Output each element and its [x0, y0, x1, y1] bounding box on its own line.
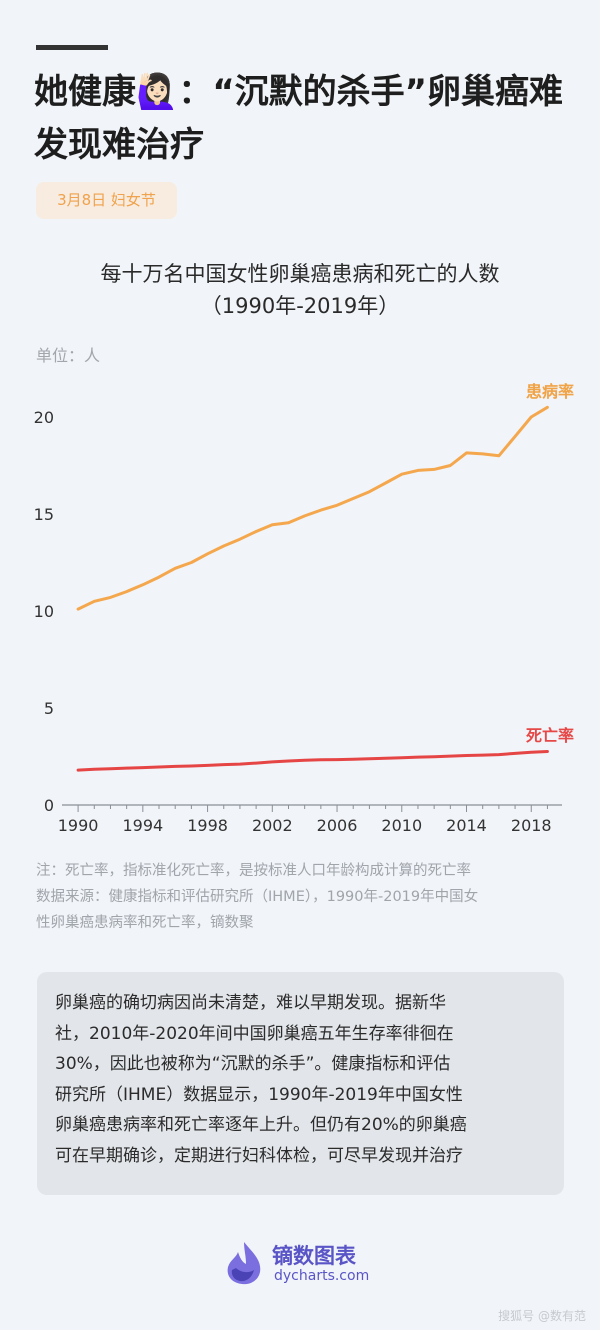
- top-rule: [36, 45, 108, 50]
- credit-watermark: 搜狐号 @数有范: [498, 1309, 586, 1323]
- x-tick-label: 2006: [317, 816, 358, 835]
- summary-line: 可在早期确诊，定期进行妇科体检，可尽早发现并治疗: [55, 1145, 463, 1166]
- chart-title-line1: 每十万名中国女性卵巢癌患病和死亡的人数: [100, 262, 500, 286]
- logo-text-en: dycharts.com: [274, 1268, 370, 1284]
- headline: 她健康🙋🏻‍♀️：“沉默的杀手”卵巢癌难发现难治疗: [34, 72, 564, 165]
- x-tick-label: 1998: [187, 816, 228, 835]
- summary-line: 卵巢癌的确切病因尚未清楚，难以早期发现。据新华: [55, 993, 446, 1013]
- brand-logo: 镝数图表 dycharts.com: [222, 1238, 392, 1288]
- legend-mortality: 死亡率: [526, 726, 575, 745]
- chart-title: 每十万名中国女性卵巢癌患病和死亡的人数 （1990年-2019年）: [0, 258, 600, 322]
- x-tick-label: 2002: [252, 816, 293, 835]
- legend-incidence: 患病率: [526, 382, 575, 401]
- y-tick-label: 20: [34, 408, 54, 427]
- summary-box: 卵巢癌的确切病因尚未清楚，难以早期发现。据新华 社，2010年-2020年间中国…: [37, 972, 564, 1195]
- tag-womens-day: 3月8日 妇女节: [36, 182, 177, 219]
- summary-line: 研究所（IHME）数据显示，1990年-2019年中国女性: [55, 1084, 463, 1105]
- summary-line: 30%，因此也被称为“沉默的杀手”。健康指标和评估: [55, 1054, 451, 1074]
- chart-notes: 注：死亡率，指标准化死亡率，是按标准人口年龄构成计算的死亡率 数据来源：健康指标…: [36, 858, 571, 936]
- x-tick-label: 2010: [381, 816, 422, 835]
- series-lines: [76, 405, 549, 772]
- series-line-mortality: [76, 750, 549, 772]
- x-tick-label: 1994: [122, 816, 163, 835]
- logo-text-cn: 镝数图表: [272, 1244, 356, 1268]
- series-line-incidence: [76, 405, 549, 611]
- flame-logo-icon: [227, 1242, 261, 1285]
- summary-line: 卵巢癌患病率和死亡率逐年上升。但仍有20%的卵巢癌: [55, 1115, 467, 1135]
- y-tick-label: 0: [44, 796, 54, 815]
- x-tick-label: 2014: [446, 816, 487, 835]
- note-source: 数据来源：健康指标和评估研究所（IHME），1990年-2019年中国女: [36, 889, 479, 905]
- x-tick-label: 2018: [511, 816, 552, 835]
- note-source-cont: 性卵巢癌患病率和死亡率，镝数聚: [36, 915, 254, 931]
- summary-line: 社，2010年-2020年间中国卵巢癌五年生存率徘徊在: [55, 1023, 454, 1044]
- y-tick-label: 5: [44, 699, 54, 718]
- x-tick-label: 1990: [58, 816, 99, 835]
- y-tick-label: 10: [34, 602, 54, 621]
- y-tick-label: 15: [34, 505, 54, 524]
- y-axis-ticks: 0 5 10 15 20: [34, 408, 54, 815]
- note-definition: 注：死亡率，指标准化死亡率，是按标准人口年龄构成计算的死亡率: [36, 863, 471, 879]
- chart-title-line2: （1990年-2019年）: [200, 294, 400, 318]
- line-chart: 0 5 10 15 20 1990 1994 1998 2002 2006 2010 2014 201…: [34, 405, 562, 835]
- unit-label: 单位：人: [36, 346, 101, 365]
- x-axis: 1990 1994 1998 2002 2006 2010 2014 2018: [58, 804, 562, 835]
